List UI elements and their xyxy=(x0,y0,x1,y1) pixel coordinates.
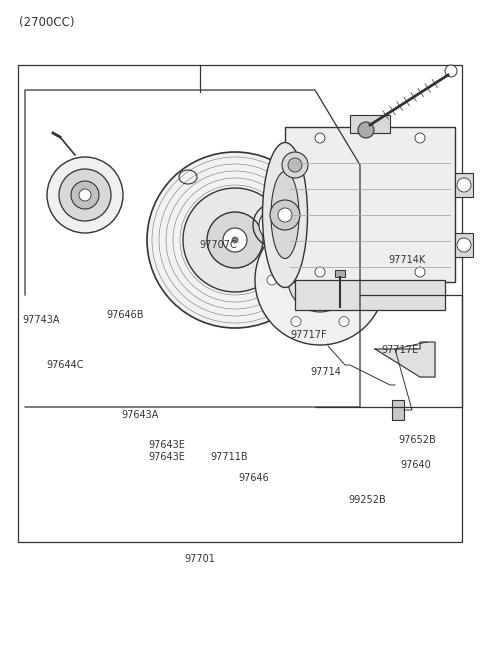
Text: 97714: 97714 xyxy=(310,367,341,377)
Text: 97643A: 97643A xyxy=(121,410,158,420)
Circle shape xyxy=(259,209,291,241)
Circle shape xyxy=(282,152,308,178)
Text: 97644C: 97644C xyxy=(46,360,84,370)
Circle shape xyxy=(288,158,302,172)
Circle shape xyxy=(457,238,471,252)
Bar xyxy=(285,127,455,282)
Circle shape xyxy=(339,316,349,327)
Bar xyxy=(455,173,473,197)
Circle shape xyxy=(445,65,457,77)
Text: 97640: 97640 xyxy=(400,460,431,470)
Circle shape xyxy=(339,233,349,244)
Circle shape xyxy=(315,267,325,277)
Circle shape xyxy=(313,273,327,287)
Circle shape xyxy=(315,133,325,143)
Bar xyxy=(335,270,345,277)
Circle shape xyxy=(232,237,238,243)
Circle shape xyxy=(291,316,301,327)
Circle shape xyxy=(278,208,292,222)
Circle shape xyxy=(415,133,425,143)
Text: 97643E: 97643E xyxy=(148,440,185,450)
Text: 97714K: 97714K xyxy=(388,255,425,265)
Polygon shape xyxy=(375,342,435,377)
Text: (2700CC): (2700CC) xyxy=(19,16,75,29)
Text: 97646B: 97646B xyxy=(106,310,144,320)
Circle shape xyxy=(147,152,323,328)
Circle shape xyxy=(457,178,471,192)
Text: 99252B: 99252B xyxy=(348,495,386,505)
Bar xyxy=(455,233,473,257)
Circle shape xyxy=(255,215,385,345)
Text: 97643E: 97643E xyxy=(148,452,185,462)
Circle shape xyxy=(267,275,277,285)
Circle shape xyxy=(79,189,91,201)
Circle shape xyxy=(183,188,287,292)
Circle shape xyxy=(207,212,263,268)
Bar xyxy=(18,65,462,542)
Text: 97743A: 97743A xyxy=(22,315,60,325)
Circle shape xyxy=(288,248,352,312)
Text: 97646: 97646 xyxy=(238,473,269,483)
Text: 97652B: 97652B xyxy=(398,435,436,445)
Circle shape xyxy=(415,267,425,277)
Circle shape xyxy=(291,233,301,244)
Circle shape xyxy=(358,122,374,138)
Circle shape xyxy=(363,275,373,285)
Bar xyxy=(350,115,390,133)
Ellipse shape xyxy=(271,172,299,259)
Text: 97717E: 97717E xyxy=(381,345,418,355)
Text: 97707C: 97707C xyxy=(199,240,237,250)
Circle shape xyxy=(47,157,123,233)
Circle shape xyxy=(59,169,111,221)
Bar xyxy=(392,400,404,420)
Text: 97711B: 97711B xyxy=(210,452,248,462)
Text: 97717F: 97717F xyxy=(290,330,326,340)
Text: 97701: 97701 xyxy=(185,554,216,564)
Ellipse shape xyxy=(263,143,308,288)
Circle shape xyxy=(270,200,300,230)
Circle shape xyxy=(304,264,336,296)
Circle shape xyxy=(223,228,247,252)
Circle shape xyxy=(71,181,99,209)
Bar xyxy=(295,280,445,310)
